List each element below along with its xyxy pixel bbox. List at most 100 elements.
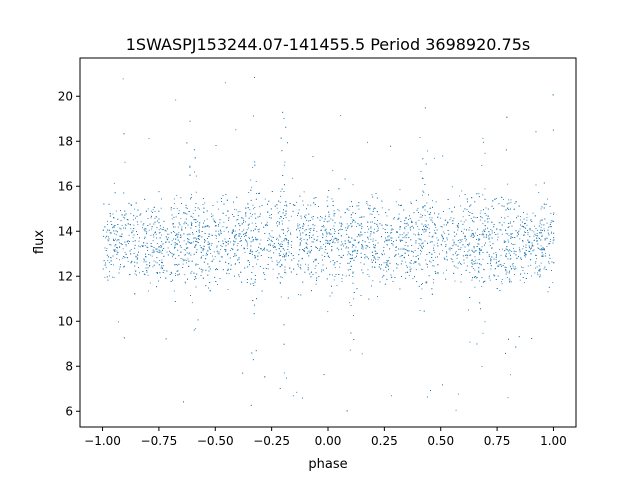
data-point	[386, 240, 388, 242]
data-point	[199, 239, 200, 240]
data-point	[552, 129, 554, 131]
data-point	[280, 195, 281, 197]
data-point	[303, 239, 305, 240]
data-point	[513, 247, 514, 249]
data-point	[251, 222, 253, 224]
data-point	[133, 219, 134, 221]
data-point	[510, 258, 512, 259]
data-point	[229, 257, 231, 259]
data-point	[176, 233, 178, 235]
data-point	[508, 226, 510, 228]
data-point	[468, 242, 470, 244]
data-point	[497, 236, 499, 238]
data-point	[232, 214, 233, 215]
data-point	[549, 241, 551, 242]
data-point	[332, 219, 334, 221]
data-point	[313, 241, 315, 243]
data-point	[180, 217, 182, 219]
data-point	[312, 156, 314, 157]
data-point	[498, 264, 500, 266]
data-point	[315, 283, 317, 285]
data-point	[245, 213, 247, 215]
data-point	[373, 256, 375, 258]
data-point	[550, 232, 552, 234]
data-point	[427, 211, 428, 213]
data-point	[136, 274, 137, 276]
data-point	[483, 269, 485, 271]
data-point	[297, 227, 299, 229]
data-point	[467, 251, 469, 253]
data-point	[333, 213, 335, 215]
data-point	[536, 237, 537, 239]
data-point	[288, 229, 289, 231]
data-point	[191, 223, 193, 225]
data-point	[471, 233, 473, 235]
data-point	[144, 259, 145, 261]
data-point	[514, 274, 515, 275]
data-point	[238, 274, 240, 276]
data-point	[248, 223, 250, 225]
data-point	[475, 232, 476, 234]
data-point	[308, 228, 310, 230]
data-point	[398, 217, 400, 219]
data-point	[252, 253, 253, 255]
data-point	[257, 249, 258, 251]
data-point	[442, 231, 444, 233]
data-point	[338, 255, 340, 256]
data-point	[172, 223, 173, 225]
data-point	[300, 232, 302, 234]
data-point	[160, 245, 162, 247]
data-point	[441, 226, 443, 228]
data-point	[279, 255, 281, 256]
data-point	[423, 225, 424, 227]
data-point	[407, 232, 409, 234]
data-point	[425, 230, 427, 232]
data-point	[386, 215, 388, 217]
data-point	[173, 203, 175, 204]
data-point	[259, 266, 261, 267]
data-point	[423, 245, 424, 247]
data-point	[161, 261, 163, 263]
data-point	[535, 261, 537, 263]
data-point	[329, 274, 331, 276]
data-point	[316, 247, 317, 248]
data-point	[463, 262, 465, 264]
data-point	[367, 237, 369, 239]
data-point	[194, 209, 196, 211]
data-point	[400, 263, 402, 265]
data-point	[270, 244, 271, 246]
data-point	[288, 251, 290, 253]
data-point	[280, 245, 282, 247]
data-point	[429, 213, 431, 215]
data-point	[276, 207, 278, 209]
data-point	[176, 243, 178, 245]
data-point	[507, 239, 509, 241]
data-point	[370, 227, 372, 229]
data-point	[308, 255, 310, 257]
data-point	[429, 217, 431, 219]
data-point	[419, 238, 421, 240]
data-point	[383, 269, 385, 271]
data-point	[511, 233, 512, 235]
data-point	[410, 268, 412, 270]
data-point	[479, 212, 481, 214]
data-point	[539, 232, 541, 234]
data-point	[495, 259, 497, 261]
data-point	[279, 221, 280, 223]
data-point	[546, 246, 548, 247]
data-point	[109, 215, 111, 217]
data-point	[434, 224, 436, 226]
data-point	[326, 232, 328, 234]
data-point	[479, 219, 481, 221]
data-point	[334, 231, 336, 232]
data-point	[369, 205, 371, 207]
data-point	[160, 207, 162, 209]
data-point	[170, 209, 172, 211]
data-point	[282, 111, 284, 113]
data-point	[435, 273, 436, 274]
data-point	[137, 209, 139, 211]
data-point	[282, 175, 284, 176]
data-point	[314, 225, 316, 227]
data-point	[161, 267, 163, 268]
data-point	[463, 221, 465, 223]
